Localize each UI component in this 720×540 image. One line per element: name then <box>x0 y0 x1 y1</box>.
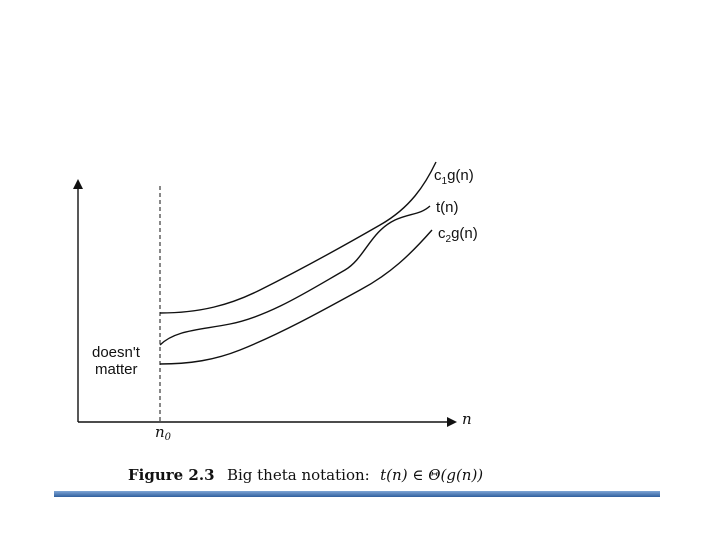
upper-curve-label: c1g(n) <box>434 167 474 187</box>
figure-caption: Figure 2.3 Big theta notation: t(n) ∈ Θ(… <box>128 466 483 484</box>
function-curve <box>159 205 431 346</box>
footer-accent-bar <box>54 491 660 497</box>
lower-bound-curve <box>159 229 433 365</box>
upper-bound-curve <box>159 161 437 314</box>
lower-curve-label: c2g(n) <box>438 225 478 245</box>
region-label-line1: doesn't <box>92 344 141 361</box>
threshold-label: n0 <box>155 423 172 443</box>
x-axis-label: n <box>462 410 472 428</box>
function-curve-label: t(n) <box>436 199 459 216</box>
region-label-line2: matter <box>95 361 138 378</box>
